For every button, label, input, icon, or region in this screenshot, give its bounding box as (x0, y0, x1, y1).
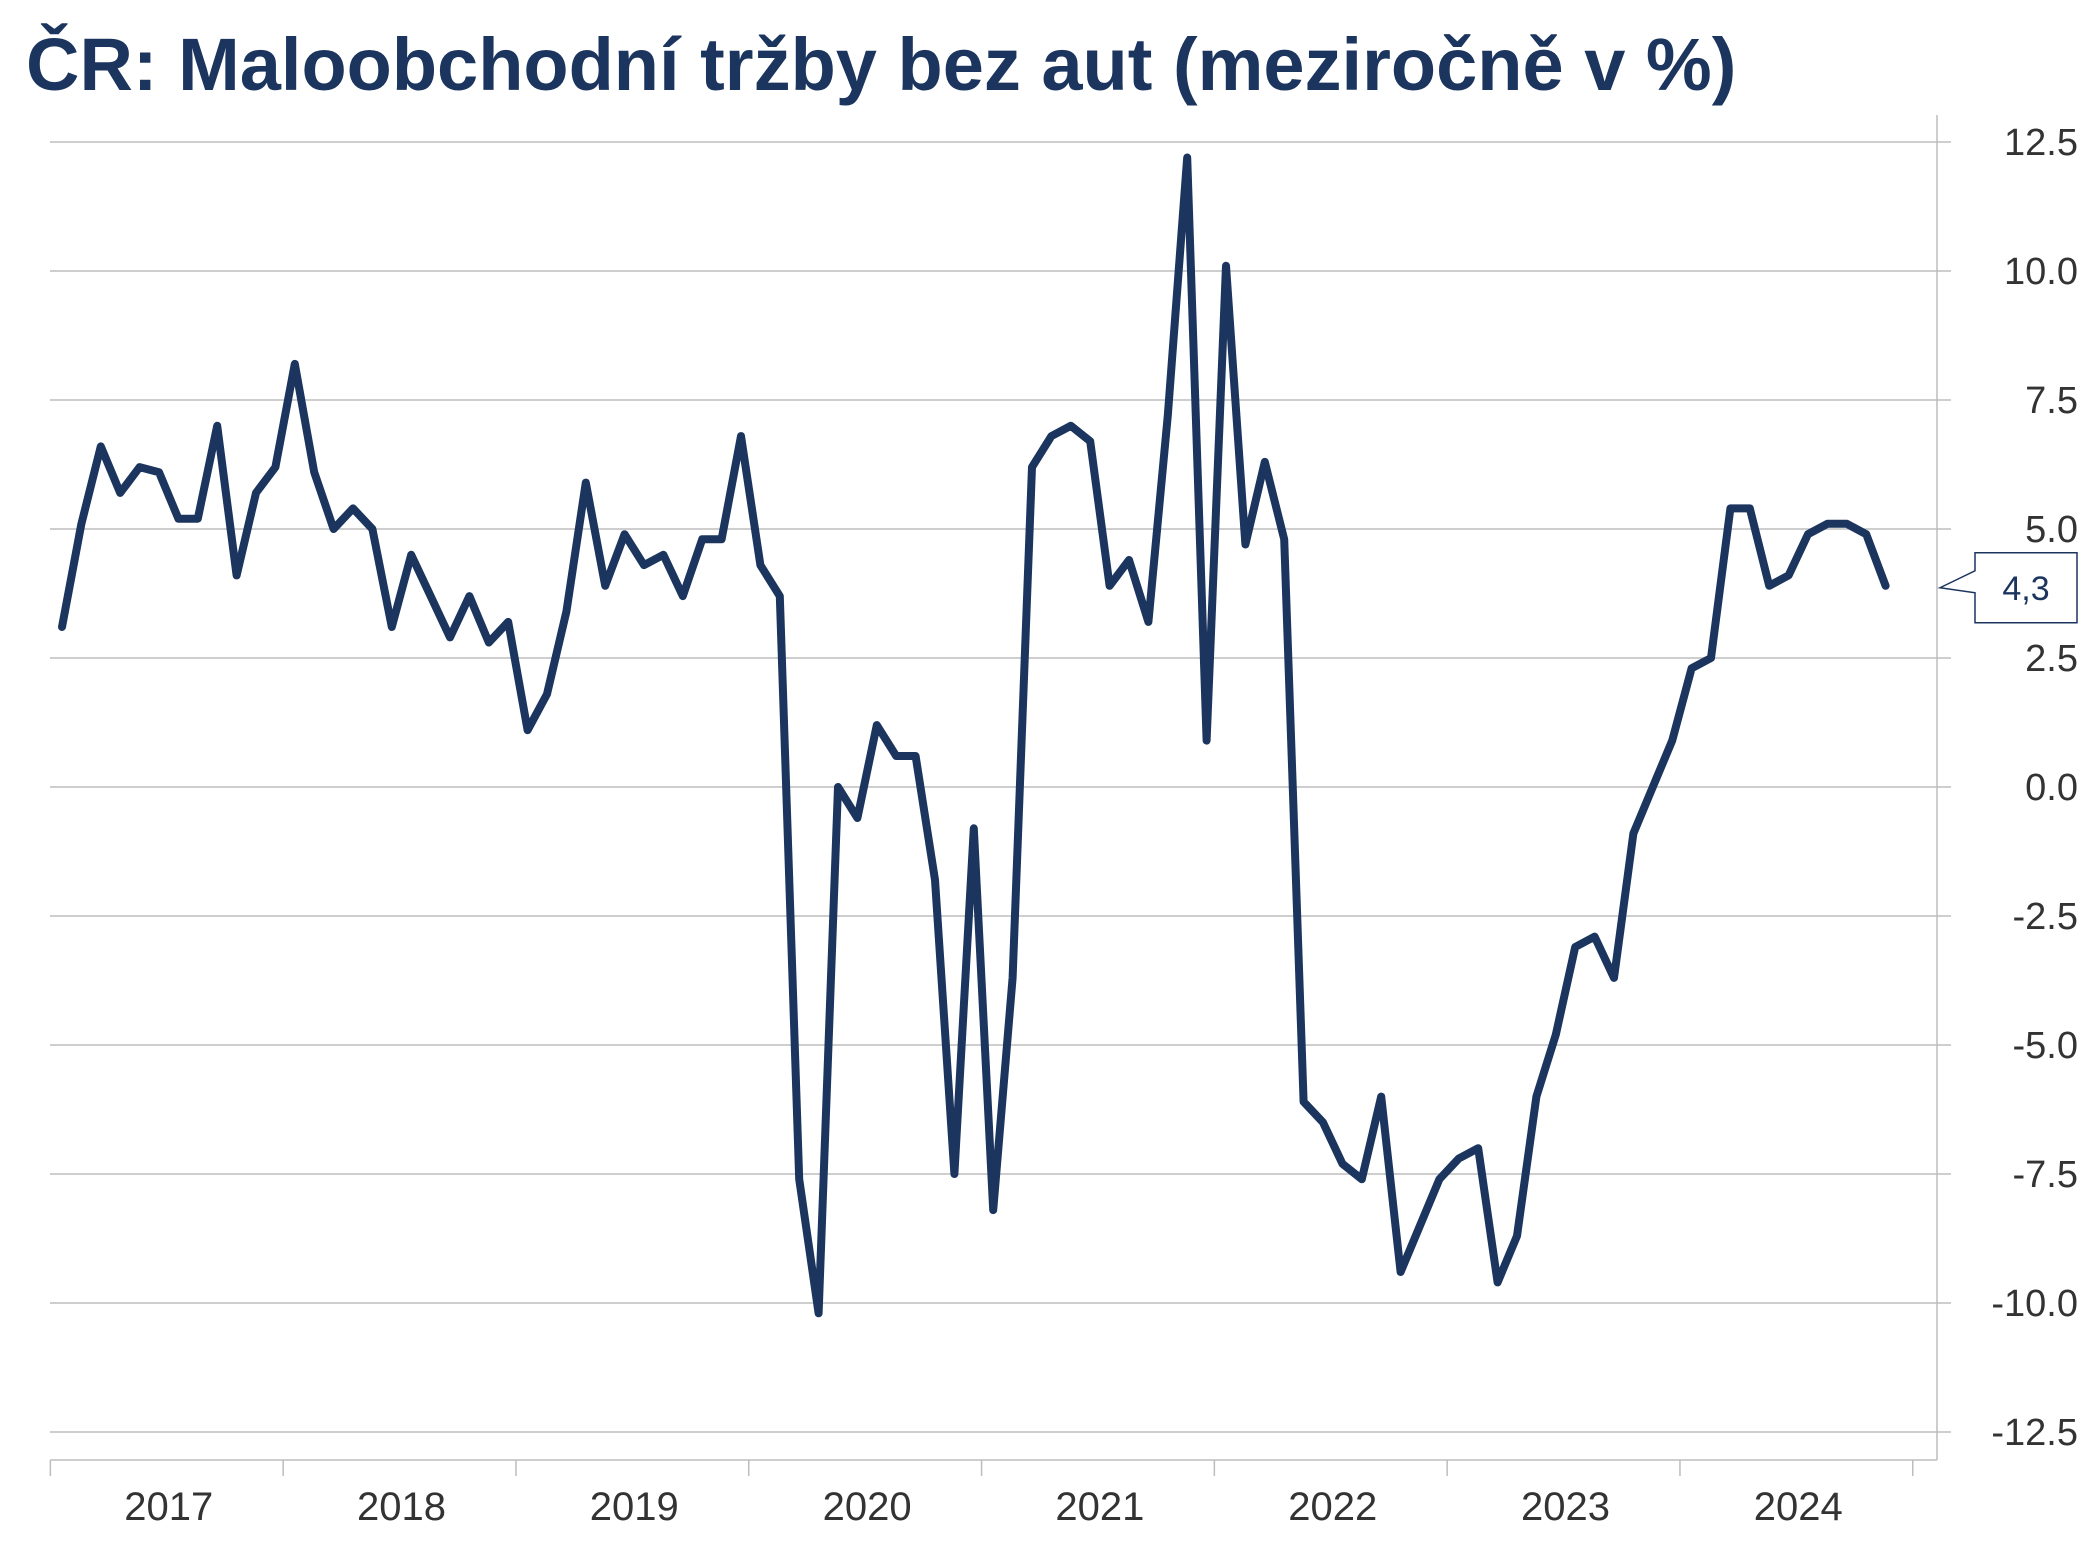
x-tick-label: 2019 (590, 1485, 679, 1529)
last-value-text: 4,3 (2002, 570, 2049, 608)
y-tick-label: 7.5 (2025, 380, 2078, 422)
x-tick-label: 2023 (1521, 1485, 1610, 1529)
series-group (58, 153, 1890, 1318)
y-tick-label: -5.0 (2013, 1025, 2078, 1067)
axes (49, 115, 1951, 1476)
x-tick-label: 2022 (1288, 1485, 1377, 1529)
last-value-label: 4,3 (1937, 552, 2078, 624)
last-value-callout-box (1937, 552, 2078, 624)
x-axis-tick-labels: 2017 2018 2019 2020 2021 2022 2023 2024 (124, 1485, 1843, 1529)
y-tick-label: -10.0 (1991, 1283, 2078, 1325)
x-tick-label: 2021 (1055, 1485, 1144, 1529)
grid-lines (50, 141, 1937, 1433)
y-tick-label: -7.5 (2013, 1154, 2078, 1196)
series-line (58, 153, 1890, 1318)
x-tick-label: 2020 (823, 1485, 912, 1529)
x-tick-label: 2024 (1754, 1485, 1843, 1529)
y-axis-tick-labels: 12.5 10.0 7.5 5.0 2.5 0.0 -2.5 -5.0 -7.5 -10.0 -12… (1991, 122, 2078, 1454)
y-tick-label: 5.0 (2025, 509, 2078, 551)
y-tick-label: -2.5 (2013, 896, 2078, 938)
y-tick-label: 10.0 (2004, 251, 2078, 293)
chart-title: ČR: Maloobchodní tržby bez aut (meziročn… (26, 23, 1737, 106)
y-tick-label: 12.5 (2004, 122, 2078, 164)
y-tick-label: 2.5 (2025, 638, 2078, 680)
x-tick-label: 2017 (124, 1485, 213, 1529)
y-tick-label: 0.0 (2025, 767, 2078, 809)
x-tick-label: 2018 (357, 1485, 446, 1529)
y-tick-label: -12.5 (1991, 1412, 2078, 1454)
